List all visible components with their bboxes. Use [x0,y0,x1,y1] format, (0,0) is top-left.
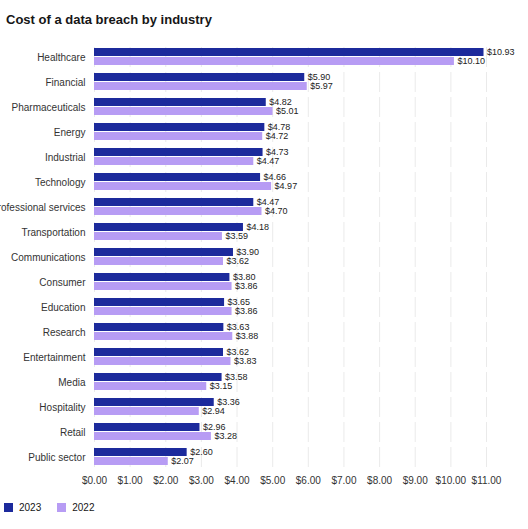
svg-text:Education: Education [41,302,85,313]
svg-text:Research: Research [43,327,86,338]
svg-text:$2.96: $2.96 [203,422,226,433]
svg-text:$5.00: $5.00 [260,475,285,486]
svg-text:$5.90: $5.90 [307,72,331,83]
svg-text:$10.93: $10.93 [487,47,515,57]
svg-text:Healthcare: Healthcare [37,52,86,63]
html-text:2022: 2022 [72,502,95,513]
svg-text:Transportation: Transportation [21,227,85,238]
svg-text:$3.15: $3.15 [210,381,233,391]
html-text:Cost of a data breach by indus: Cost of a data breach by industry [6,12,212,27]
svg-text:Industrial: Industrial [45,152,86,163]
svg-text:$4.78: $4.78 [267,122,291,133]
svg-text:$3.86: $3.86 [235,306,258,316]
svg-text:$3.80: $3.80 [232,272,256,283]
svg-text:$4.47: $4.47 [256,197,280,208]
svg-text:$10.10: $10.10 [457,56,485,66]
svg-text:$3.62: $3.62 [227,256,250,266]
svg-text:$3.28: $3.28 [214,431,237,441]
svg-text:Pharmaceuticals: Pharmaceuticals [12,102,86,113]
svg-text:$8.00: $8.00 [367,475,392,486]
svg-text:$3.58: $3.58 [225,372,248,383]
svg-text:Media: Media [58,377,86,388]
svg-text:Financial: Financial [45,77,85,88]
svg-text:$5.01: $5.01 [276,106,299,116]
svg-text:$1.00: $1.00 [118,475,143,486]
svg-text:$3.00: $3.00 [189,475,214,486]
svg-text:$3.83: $3.83 [234,356,257,366]
svg-text:$4.70: $4.70 [265,206,288,216]
svg-text:$4.73: $4.73 [266,147,289,158]
svg-text:$3.90: $3.90 [236,247,259,258]
svg-text:$7.00: $7.00 [331,475,356,486]
svg-text:$3.62: $3.62 [226,347,249,358]
svg-text:$3.36: $3.36 [217,397,240,408]
svg-text:Energy: Energy [54,127,86,138]
svg-text:$4.18: $4.18 [246,222,269,232]
svg-text:Communications: Communications [11,252,85,263]
svg-text:$3.88: $3.88 [236,331,259,341]
svg-text:$11.00: $11.00 [472,475,502,486]
svg-text:$4.82: $4.82 [269,97,292,108]
svg-text:$9.00: $9.00 [403,475,428,486]
svg-text:$3.65: $3.65 [227,297,251,308]
svg-text:Entertainment: Entertainment [23,352,85,363]
svg-text:Retail: Retail [60,427,86,438]
svg-text:$2.60: $2.60 [190,447,213,458]
svg-text:Technology: Technology [35,177,86,188]
html-text:2023: 2023 [19,502,42,513]
svg-text:$4.66: $4.66 [263,172,287,183]
svg-text:Public sector: Public sector [28,452,86,463]
svg-text:$4.72: $4.72 [266,131,289,141]
svg-text:$3.86: $3.86 [235,281,258,291]
svg-text:$10.00: $10.00 [436,475,467,486]
svg-text:Consumer: Consumer [39,277,86,288]
svg-text:$6.00: $6.00 [296,475,321,486]
svg-text:$4.97: $4.97 [275,181,298,191]
svg-text:$4.00: $4.00 [225,475,250,486]
svg-text:Professional services: Professional services [0,202,86,213]
svg-text:$2.94: $2.94 [202,406,225,416]
svg-text:$5.97: $5.97 [310,81,333,91]
svg-text:$4.47: $4.47 [257,156,280,166]
svg-text:Hospitality: Hospitality [39,402,85,413]
svg-text:$0.00: $0.00 [82,475,107,486]
svg-text:$3.59: $3.59 [225,231,248,241]
svg-text:$2.00: $2.00 [153,475,178,486]
svg-text:$3.63: $3.63 [226,322,250,333]
svg-text:$2.07: $2.07 [171,456,194,466]
